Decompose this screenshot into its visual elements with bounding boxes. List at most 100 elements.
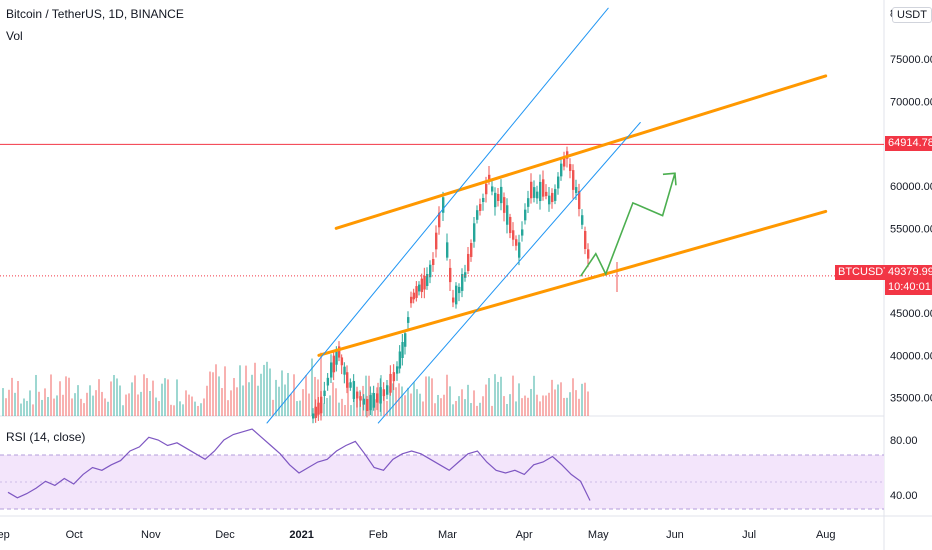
volume-bar [458, 396, 460, 416]
volume-bar [242, 385, 244, 416]
volume-bar [518, 383, 520, 416]
volume-bar [179, 401, 181, 416]
volume-bar [569, 392, 571, 416]
volume-bar [203, 398, 205, 416]
volume-bar [200, 403, 202, 416]
volume-bar [188, 394, 190, 416]
projection-arrowhead [662, 172, 677, 186]
time-tick-label: Feb [369, 529, 388, 541]
volume-bar [524, 395, 526, 416]
volume-bar [284, 384, 286, 416]
candle-body [452, 297, 455, 303]
rsi-line [7, 428, 591, 501]
price-axis[interactable]: 75000.0070000.0060000.0055000.0050000.00… [890, 8, 932, 405]
time-tick-label: 2021 [289, 529, 313, 541]
volume-bar [230, 390, 232, 416]
candle-body [470, 243, 473, 257]
volume-bar [353, 397, 355, 416]
orange-channel-upper [334, 74, 828, 230]
volume-bar [254, 362, 256, 416]
candle-body [435, 232, 438, 250]
candle-body [578, 190, 581, 210]
volume-bar [32, 404, 34, 416]
countdown-timer: 10:40:01 [888, 281, 931, 293]
volume-bar [290, 394, 292, 416]
volume-bar [74, 393, 76, 416]
volume-bar [146, 378, 148, 416]
volume-bar [404, 395, 406, 416]
candle-body [527, 198, 530, 207]
volume-bar [296, 401, 298, 416]
candle-body [317, 402, 320, 415]
volume-bar [323, 403, 325, 416]
candle-body [392, 372, 396, 382]
symbol-title[interactable]: Bitcoin / TetherUS, 1D, BINANCE [6, 7, 184, 21]
candle-body [426, 273, 429, 287]
volume-bar [209, 371, 211, 416]
candle-body [389, 373, 392, 393]
volume-bar [92, 395, 94, 416]
volume-bar [476, 405, 478, 416]
candle-body [340, 357, 344, 366]
volume-bar [479, 402, 481, 416]
candle-body [349, 382, 352, 388]
rsi-axis[interactable]: 80.00 40.00 [890, 435, 918, 502]
volume-bar [587, 391, 589, 416]
blue-channel-line-2 [377, 122, 641, 424]
volume-bar [68, 377, 70, 416]
time-axis[interactable]: Sep Oct Nov Dec 2021 Feb Mar Apr May Jun Jul Aug [0, 529, 836, 541]
candle-body [509, 216, 512, 234]
volume-bar [485, 384, 487, 416]
candle-body [530, 181, 533, 199]
volume-bar [425, 376, 427, 416]
candle-body [356, 391, 359, 399]
volume-bar [224, 366, 226, 416]
time-tick-label: Jul [742, 529, 756, 541]
volume-bar [110, 381, 112, 416]
volume-bar [554, 389, 556, 416]
candle-body [407, 317, 410, 323]
candle-body [512, 230, 515, 240]
volume-bar [191, 396, 193, 416]
candle-body [429, 264, 432, 278]
volume-bar [509, 394, 511, 416]
candle-body [515, 239, 518, 246]
candle-body [476, 210, 479, 220]
candle-body [343, 366, 346, 375]
candle-body [369, 395, 372, 411]
time-tick-label: Apr [516, 529, 533, 541]
candle-body [572, 170, 575, 190]
volume-bar [137, 394, 139, 416]
candle-body [464, 272, 467, 278]
candle-body [423, 275, 426, 290]
candle-body [446, 242, 449, 258]
time-tick-label: Sep [0, 529, 10, 541]
candle-body [482, 197, 485, 203]
volume-bar [371, 392, 373, 416]
candle-body [503, 197, 506, 213]
volume-bar [14, 392, 16, 416]
orange-channel-lower [317, 209, 828, 357]
volume-label[interactable]: Vol [6, 29, 23, 43]
volume-bar [533, 375, 535, 416]
currency-button[interactable]: USDT [892, 7, 932, 23]
volume-bar [167, 379, 169, 416]
volume-bar [272, 399, 274, 416]
candle-body [326, 377, 330, 386]
volume-bar [347, 382, 349, 416]
candle-body [569, 164, 572, 171]
candle-body [584, 231, 587, 249]
time-tick-label: Aug [816, 529, 836, 541]
volume-bar [440, 398, 442, 416]
volume-bar [47, 397, 49, 416]
candle-body [554, 189, 557, 201]
rsi-tick-label: 80.00 [890, 435, 918, 447]
volume-bar [368, 375, 370, 416]
volume-bar [248, 382, 250, 416]
volume-bar [422, 401, 424, 416]
rsi-label[interactable]: RSI (14, close) [6, 430, 86, 444]
volume-bar [236, 387, 238, 416]
volume-bar [470, 403, 472, 416]
volume-bar [581, 383, 583, 416]
